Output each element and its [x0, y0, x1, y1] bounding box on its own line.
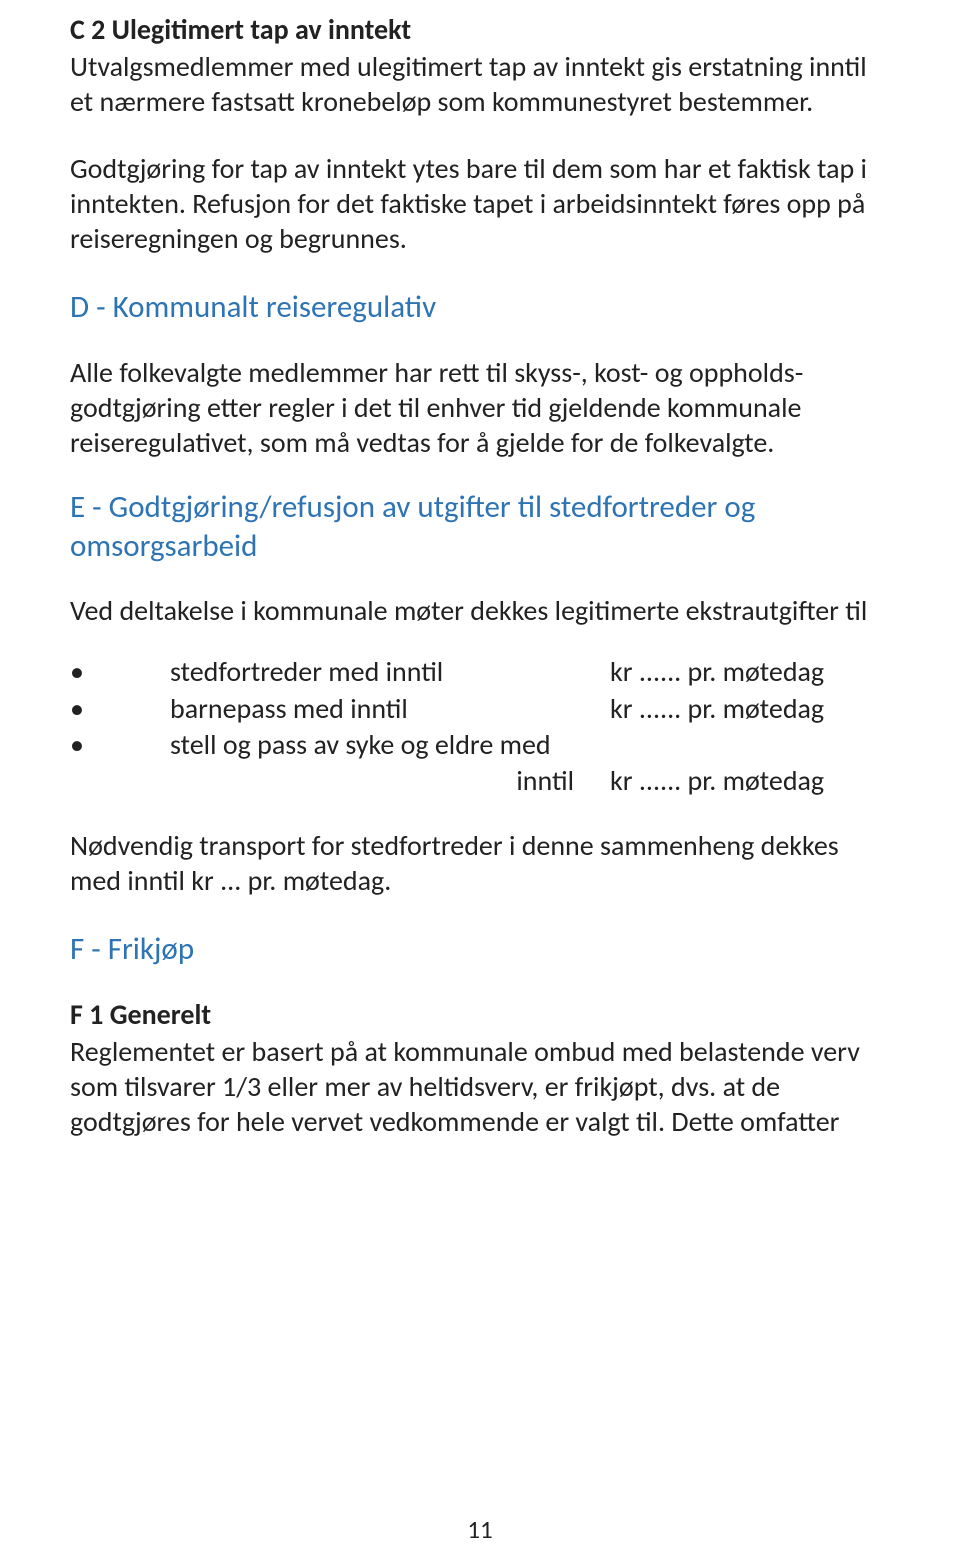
document-page: C 2 Ulegitimert tap av inntekt Utvalgsme…	[70, 0, 890, 1139]
bullet-amount: kr ...... pr. møtedag	[610, 654, 824, 690]
bullet-amount: kr ...... pr. møtedag	[610, 691, 824, 727]
para-c2-1: Utvalgsmedlemmer med ulegitimert tap av …	[70, 49, 890, 119]
bullet-continuation-label: inntil	[170, 763, 610, 799]
heading-c2: C 2 Ulegitimert tap av inntekt	[70, 12, 890, 47]
para-e-closing: Nødvendig transport for stedfortreder i …	[70, 828, 890, 898]
para-f1: Reglementet er basert på at kommunale om…	[70, 1034, 890, 1139]
bullet-dot: •	[70, 691, 170, 727]
bullet-label: barnepass med inntil	[170, 691, 610, 727]
bullet-list-e: • stedfortreder med inntil kr ...... pr.…	[70, 654, 890, 800]
heading-d: D - Kommunalt reiseregulativ	[70, 288, 890, 327]
para-e-intro: Ved deltakelse i kommunale møter dekkes …	[70, 593, 890, 628]
heading-f1: F 1 Generelt	[70, 997, 890, 1032]
bullet-label: stedfortreder med inntil	[170, 654, 610, 690]
para-d: Alle folkevalgte medlemmer har rett til …	[70, 355, 890, 460]
list-item: • stedfortreder med inntil kr ...... pr.…	[70, 654, 890, 690]
list-item: • stell og pass av syke og eldre med	[70, 727, 890, 763]
heading-e: E - Godtgjøring/refusjon av utgifter til…	[70, 488, 890, 566]
bullet-dot: •	[70, 654, 170, 690]
list-item-continuation: inntil kr ...... pr. møtedag	[70, 763, 890, 799]
bullet-amount: kr ...... pr. møtedag	[610, 763, 824, 799]
heading-f: F - Frikjøp	[70, 930, 890, 969]
list-item: • barnepass med inntil kr ...... pr. møt…	[70, 691, 890, 727]
para-c2-2: Godtgjøring for tap av inntekt ytes bare…	[70, 151, 890, 256]
bullet-dot: •	[70, 727, 170, 763]
page-number: 11	[0, 1514, 960, 1545]
bullet-label: stell og pass av syke og eldre med	[170, 727, 610, 763]
